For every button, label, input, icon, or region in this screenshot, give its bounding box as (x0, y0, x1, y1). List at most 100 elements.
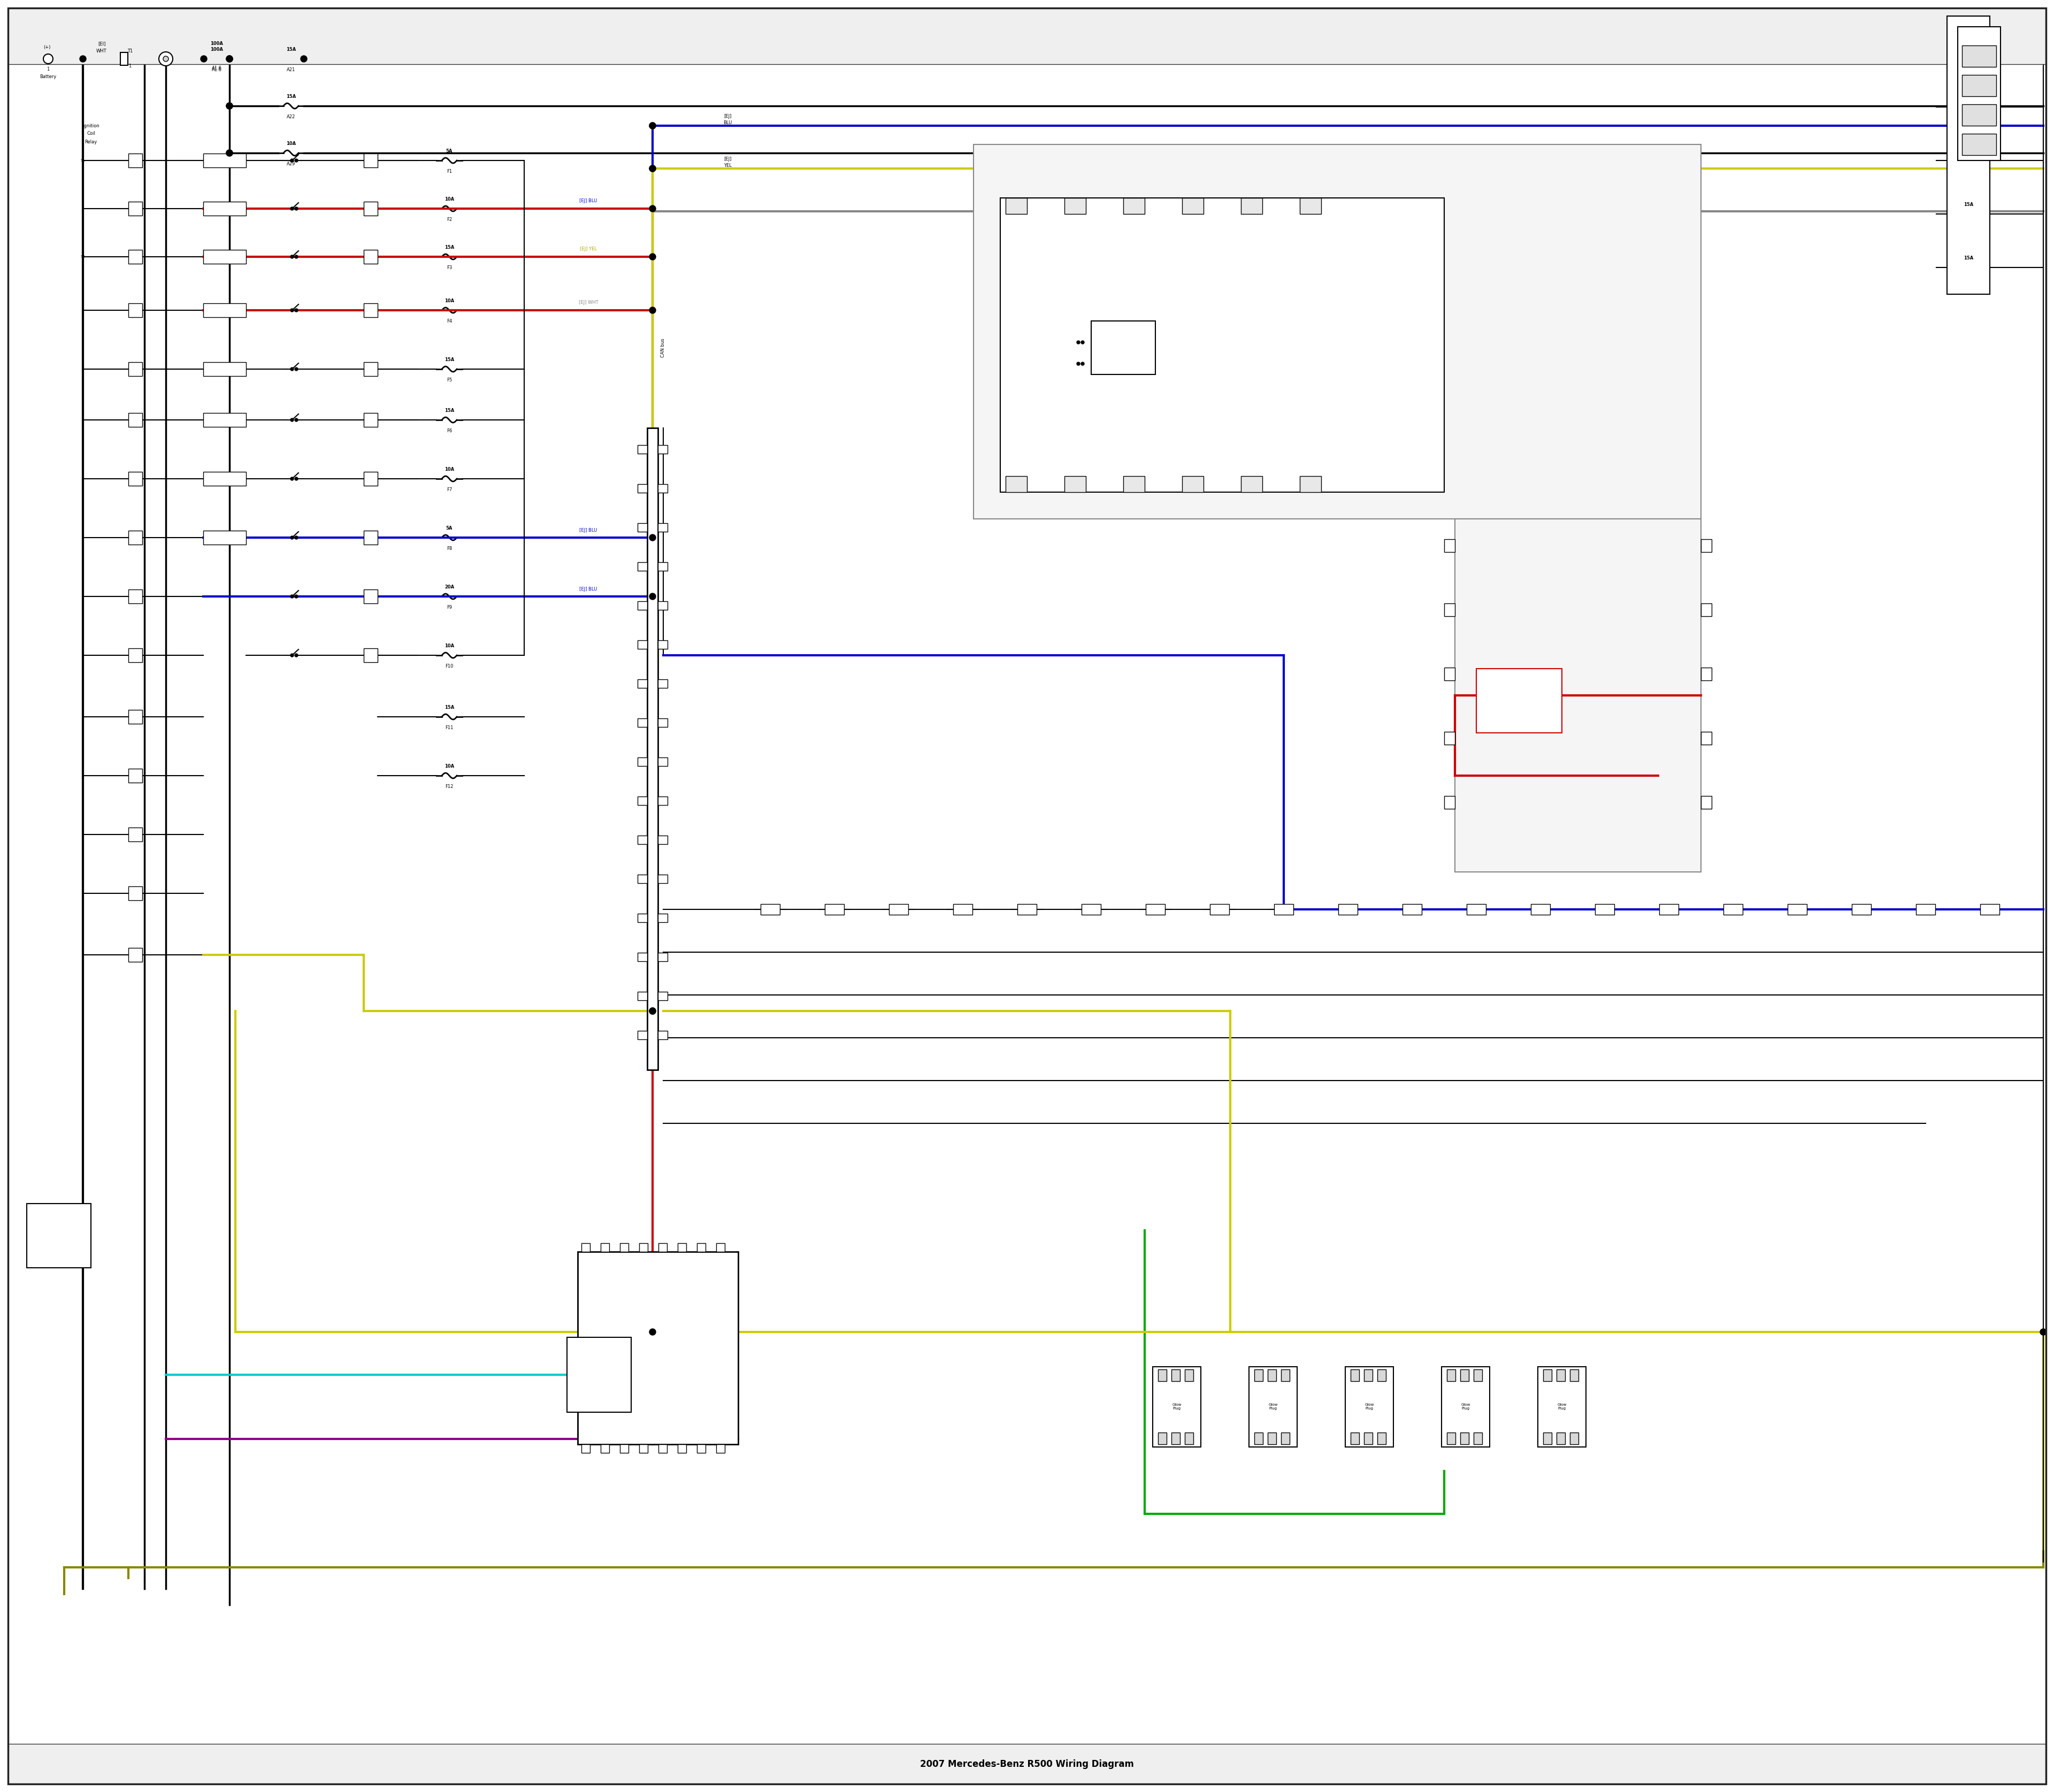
Bar (657, 640, 668, 649)
Text: 15A: 15A (1964, 41, 1974, 47)
Bar (657, 991, 668, 1000)
Text: 15A: 15A (444, 357, 454, 362)
Bar (1596, 903, 1614, 914)
Text: WHT: WHT (97, 48, 107, 54)
Bar (581, 1444, 589, 1453)
Circle shape (649, 1328, 655, 1335)
Bar (637, 484, 647, 493)
Text: A22: A22 (288, 115, 296, 120)
Bar (1267, 1369, 1276, 1382)
Text: 10A: 10A (444, 763, 454, 769)
Text: 1: 1 (47, 66, 49, 72)
Text: A1.6: A1.6 (212, 68, 222, 72)
Bar (1210, 903, 1228, 914)
Bar (657, 444, 668, 453)
Circle shape (226, 102, 232, 109)
Text: CAN bus: CAN bus (661, 339, 665, 357)
Bar (1853, 903, 1871, 914)
Bar (657, 523, 668, 532)
Circle shape (290, 159, 294, 161)
Bar (1530, 903, 1551, 914)
Bar (1557, 1369, 1565, 1382)
Bar (1787, 903, 1808, 914)
Text: Glow
Plug: Glow Plug (1557, 1403, 1567, 1410)
Bar (203, 530, 246, 545)
Circle shape (294, 654, 298, 658)
Circle shape (649, 593, 655, 600)
Bar (1064, 197, 1087, 213)
Bar (1378, 1432, 1386, 1444)
Bar (600, 1244, 610, 1253)
Text: Coil: Coil (86, 131, 94, 136)
Text: BLU: BLU (723, 120, 731, 125)
Text: T1: T1 (127, 48, 134, 54)
Bar (1538, 1367, 1586, 1446)
Text: F11: F11 (446, 726, 454, 729)
Bar (657, 719, 668, 728)
Bar (637, 796, 647, 805)
Bar (657, 796, 668, 805)
Text: 10A: 10A (286, 142, 296, 145)
Bar (1267, 1432, 1276, 1444)
Bar (1017, 903, 1037, 914)
Bar (1183, 477, 1204, 493)
Bar (127, 828, 142, 842)
Bar (639, 1444, 647, 1453)
Text: [EJ]: [EJ] (723, 113, 731, 118)
Bar (657, 835, 668, 844)
Text: 5A: 5A (446, 525, 452, 530)
Bar (1273, 903, 1294, 914)
Text: Relay: Relay (84, 140, 97, 143)
Bar (696, 1444, 705, 1453)
Bar (1171, 1369, 1179, 1382)
Text: 15A: 15A (1964, 256, 1974, 260)
Circle shape (649, 306, 655, 314)
Circle shape (158, 52, 173, 66)
Text: Glow
Plug: Glow Plug (1173, 1403, 1181, 1410)
Text: 100A: 100A (210, 47, 224, 52)
Bar (364, 154, 378, 167)
Bar (203, 202, 246, 215)
Circle shape (649, 253, 655, 260)
Text: 15A: 15A (286, 95, 296, 99)
Bar (364, 249, 378, 263)
Bar (1444, 731, 1454, 745)
Bar (8, 7, 2046, 65)
Bar (1473, 1369, 1483, 1382)
Circle shape (290, 595, 294, 599)
Text: F8: F8 (446, 547, 452, 550)
Bar (1082, 903, 1101, 914)
Text: [EJ] BLU: [EJ] BLU (579, 586, 598, 591)
Bar (577, 1253, 737, 1444)
Bar (203, 362, 246, 376)
Text: 15A: 15A (444, 409, 454, 412)
Bar (364, 530, 378, 545)
Bar (1255, 1432, 1263, 1444)
Bar (1473, 1432, 1483, 1444)
Bar (1185, 1369, 1193, 1382)
Bar (203, 154, 246, 167)
Bar (364, 362, 378, 376)
Bar (1006, 197, 1027, 213)
Bar (657, 953, 668, 961)
Bar (657, 563, 668, 572)
Bar (657, 914, 668, 923)
Bar (1255, 1369, 1263, 1382)
Text: F3: F3 (446, 265, 452, 271)
Text: [EI]: [EI] (99, 41, 105, 47)
Bar (127, 362, 142, 376)
Bar (659, 1244, 668, 1253)
Circle shape (290, 654, 294, 658)
Bar (620, 1444, 629, 1453)
Bar (1446, 1432, 1456, 1444)
Bar (760, 903, 781, 914)
Bar (717, 1444, 725, 1453)
Circle shape (649, 122, 655, 129)
Circle shape (300, 56, 306, 63)
Text: 15A: 15A (444, 704, 454, 710)
Circle shape (1076, 362, 1080, 366)
Bar (974, 145, 1701, 520)
Circle shape (226, 151, 232, 156)
Text: F6: F6 (446, 428, 452, 434)
Bar (1352, 1432, 1360, 1444)
